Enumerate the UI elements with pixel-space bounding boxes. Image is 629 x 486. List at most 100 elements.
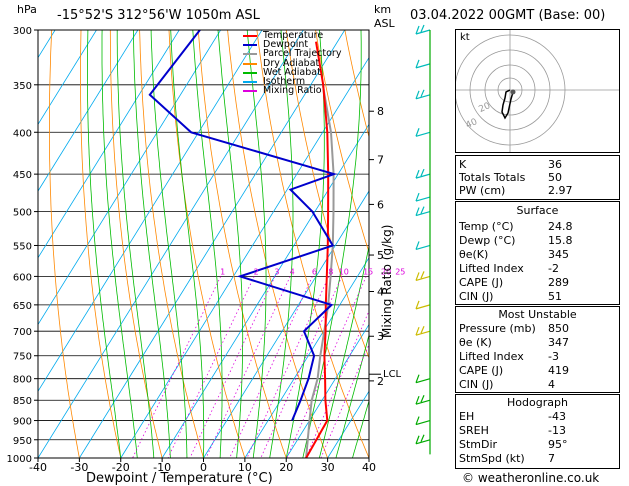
- dewpoint-line: [148, 30, 338, 421]
- legend-item: Mixing Ratio: [243, 86, 363, 96]
- surface-key: Temp (°C): [459, 220, 514, 233]
- dry-adiabat: [109, 30, 163, 458]
- isotherm: [79, 30, 346, 458]
- surface-value: 15.8: [548, 234, 573, 247]
- hodo-key: SREH: [459, 424, 489, 437]
- pressure-tick-label: 850: [13, 396, 32, 407]
- pressure-tick-label: 750: [13, 352, 32, 363]
- hodograph-trace: [501, 89, 514, 120]
- hodo-key: StmDir: [459, 438, 498, 451]
- most-unstable-title: Most Unstable: [498, 308, 577, 321]
- km-axis-label: km: [374, 3, 392, 16]
- mixing-ratio-line: [229, 276, 313, 458]
- index-key: K: [459, 158, 467, 171]
- wind-barb: [415, 416, 431, 426]
- wet-adiabat: [87, 30, 122, 458]
- mu-value: 850: [548, 322, 569, 335]
- temperature-tick-label: 0: [200, 461, 207, 474]
- legend-swatch: [243, 81, 257, 83]
- mixing-ratio-label: 10: [339, 267, 349, 276]
- mu-value: 419: [548, 364, 569, 377]
- legend-swatch: [243, 71, 257, 74]
- temperature-tick-label: 30: [321, 461, 335, 474]
- legend-swatch: [243, 90, 257, 93]
- surface-value: 51: [548, 290, 562, 303]
- legend-swatch: [243, 44, 257, 47]
- surface-value: 289: [548, 276, 569, 289]
- wind-barb: [415, 168, 431, 179]
- index-value: 36: [548, 158, 562, 171]
- temperature-tick-label: 20: [279, 461, 293, 474]
- km-tick-label: 6: [377, 198, 384, 211]
- pressure-tick-label: 1000: [7, 454, 32, 465]
- mixing-ratio-label: 8: [328, 267, 333, 276]
- index-key: PW (cm): [459, 184, 506, 197]
- mixing-ratio-label: 1: [220, 267, 225, 276]
- surface-title: Surface: [516, 204, 559, 217]
- wind-barb: [415, 192, 431, 202]
- pressure-tick-label: 350: [13, 81, 32, 92]
- legend-label: Temperature: [263, 30, 324, 41]
- dry-adiabat: [256, 30, 369, 458]
- asl-axis-label: ASL: [374, 17, 395, 30]
- wind-barb: [415, 241, 431, 251]
- isotherm: [285, 323, 369, 458]
- hodo-value: -13: [548, 424, 566, 437]
- most-unstable-table: Most Unstable Pressure (mb) 850 θe (K) 347…: [455, 306, 620, 393]
- legend-item: Parcel Trajectory: [243, 49, 363, 59]
- hodograph-plot: [456, 30, 619, 152]
- isotherm: [161, 123, 369, 458]
- mu-key: Lifted Index: [459, 350, 524, 363]
- mixing-ratio-label: 3: [274, 267, 279, 276]
- wind-barb: [415, 374, 431, 384]
- temperature-tick-label: -20: [112, 461, 130, 474]
- temperature-tick-label: -10: [153, 461, 171, 474]
- pressure-tick-label: 600: [13, 272, 32, 283]
- surface-table: Surface Temp (°C) 24.8 Dewp (°C) 15.8 θe(K…: [455, 201, 620, 305]
- km-tick-label: 3: [377, 330, 384, 343]
- km-tick-label: 8: [377, 105, 384, 118]
- wet-adiabat: [352, 399, 369, 458]
- wind-barb: [415, 24, 431, 35]
- mixing-ratio-label: 6: [312, 267, 317, 276]
- indices-table: K 36 Totals Totals 50 PW (cm) 2.97: [455, 155, 620, 200]
- legend-swatch: [243, 62, 257, 65]
- mixing-ratio-line: [286, 276, 367, 458]
- km-tick-label: 7: [377, 154, 384, 167]
- surface-value: 24.8: [548, 220, 573, 233]
- legend-swatch: [243, 53, 257, 56]
- pressure-tick-label: 500: [13, 208, 32, 219]
- pressure-tick-label: 900: [13, 417, 32, 428]
- legend-item: Dewpoint: [243, 40, 363, 50]
- pressure-tick-label: 700: [13, 327, 32, 338]
- dry-adiabat: [168, 30, 246, 458]
- wet-adiabat: [192, 30, 223, 458]
- surface-key: CIN (J): [459, 290, 494, 303]
- dry-adiabat: [49, 30, 80, 458]
- mixing-ratio-line: [246, 276, 330, 458]
- surface-value: 345: [548, 248, 569, 261]
- isotherm: [0, 30, 14, 458]
- km-tick-label: 2: [377, 375, 384, 388]
- legend-swatch: [243, 35, 257, 37]
- temperature-tick-label: 10: [238, 461, 252, 474]
- legend-label: Dewpoint: [263, 39, 309, 51]
- lcl-label: LCL: [383, 369, 402, 380]
- pressure-tick-label: 400: [13, 128, 32, 139]
- mixing-ratio-label: 2: [254, 267, 259, 276]
- x-axis-title: Dewpoint / Temperature (°C): [86, 471, 273, 486]
- dry-adiabat: [285, 30, 369, 360]
- temperature-tick-label: -30: [70, 461, 88, 474]
- datetime-title: 03.04.2022 00GMT (Base: 00): [410, 8, 606, 23]
- wind-barb: [415, 59, 431, 69]
- wind-barb: [415, 206, 431, 217]
- dry-adiabat: [197, 30, 287, 458]
- temperature-line: [305, 41, 330, 458]
- index-key: Totals Totals: [459, 171, 526, 184]
- wet-adiabat: [150, 30, 188, 458]
- legend-item: Wet Adiabat: [243, 67, 363, 78]
- hodo-key: EH: [459, 410, 475, 423]
- isotherm: [203, 190, 369, 458]
- wind-barb: [415, 128, 431, 137]
